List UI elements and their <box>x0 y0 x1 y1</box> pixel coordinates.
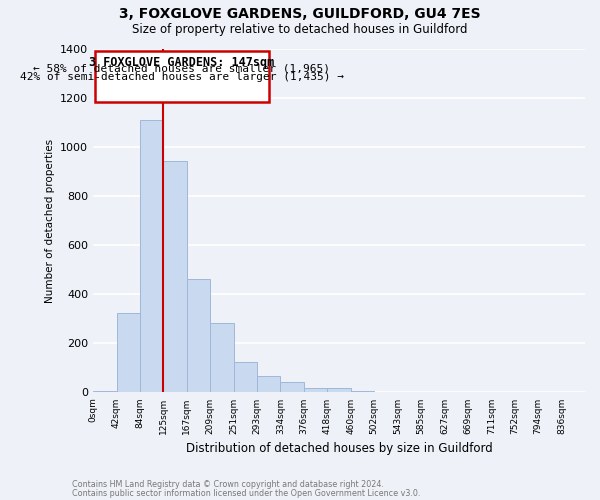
Bar <box>140 120 163 392</box>
Bar <box>163 160 187 392</box>
Bar <box>257 376 280 392</box>
Bar <box>210 322 233 392</box>
Bar <box>93 391 116 392</box>
Text: 3, FOXGLOVE GARDENS, GUILDFORD, GU4 7ES: 3, FOXGLOVE GARDENS, GUILDFORD, GU4 7ES <box>119 8 481 22</box>
Text: 42% of semi-detached houses are larger (1,435) →: 42% of semi-detached houses are larger (… <box>20 72 344 82</box>
Bar <box>351 391 374 392</box>
Text: Size of property relative to detached houses in Guildford: Size of property relative to detached ho… <box>132 22 468 36</box>
X-axis label: Distribution of detached houses by size in Guildford: Distribution of detached houses by size … <box>185 442 493 455</box>
Text: ← 58% of detached houses are smaller (1,965): ← 58% of detached houses are smaller (1,… <box>34 64 331 74</box>
Text: 3 FOXGLOVE GARDENS: 147sqm: 3 FOXGLOVE GARDENS: 147sqm <box>89 56 274 69</box>
Bar <box>233 362 257 392</box>
Bar <box>95 50 269 102</box>
Text: Contains HM Land Registry data © Crown copyright and database right 2024.: Contains HM Land Registry data © Crown c… <box>72 480 384 489</box>
Bar <box>280 382 304 392</box>
Bar <box>328 388 351 392</box>
Bar <box>187 279 210 392</box>
Text: Contains public sector information licensed under the Open Government Licence v3: Contains public sector information licen… <box>72 488 421 498</box>
Bar <box>116 312 140 392</box>
Y-axis label: Number of detached properties: Number of detached properties <box>44 138 55 303</box>
Bar <box>304 388 328 392</box>
